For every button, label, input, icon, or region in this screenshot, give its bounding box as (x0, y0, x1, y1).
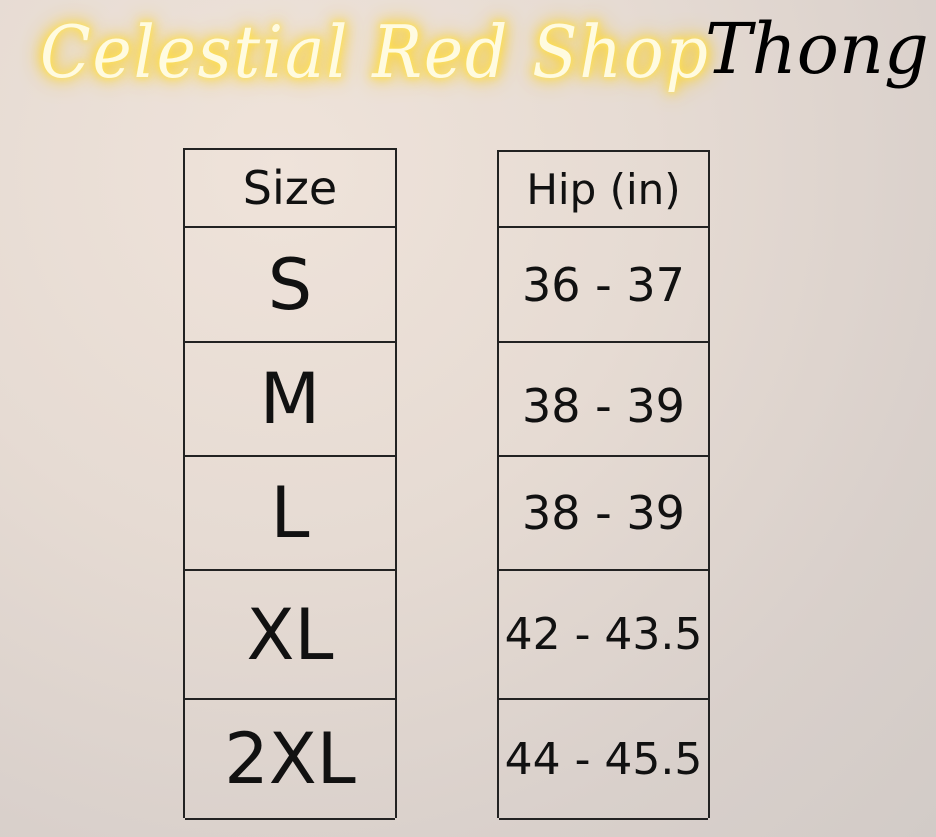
size-column: Size S M L XL 2XL (183, 148, 397, 820)
hip-cell: 38 - 39 (499, 455, 708, 569)
size-text: 2XL (224, 718, 356, 800)
size-text: M (259, 358, 321, 440)
size-cell: M (185, 341, 395, 455)
product-title: Thong (705, 8, 929, 90)
size-text: XL (246, 593, 334, 676)
hip-cell: 36 - 37 (499, 226, 708, 341)
hip-cell: 38 - 39 (499, 341, 708, 453)
hip-text: 36 - 37 (522, 257, 685, 312)
size-header: Size (185, 148, 395, 226)
hip-column: Hip (in) 36 - 37 38 - 39 38 - 39 42 - 43… (497, 150, 710, 820)
hip-header: Hip (in) (499, 150, 708, 226)
hip-header-text: Hip (in) (526, 164, 681, 214)
size-header-text: Size (242, 161, 338, 215)
size-text: L (270, 472, 310, 554)
size-text: S (267, 243, 313, 326)
hip-text: 38 - 39 (522, 379, 685, 433)
hip-cell: 42 - 43.5 (499, 569, 708, 698)
size-cell: S (185, 226, 395, 341)
size-cell: XL (185, 569, 395, 698)
hip-text: 38 - 39 (522, 486, 685, 540)
size-cell: 2XL (185, 698, 395, 820)
hip-text: 42 - 43.5 (504, 609, 703, 660)
hip-cell: 44 - 45.5 (499, 698, 708, 820)
shop-name: Celestial Red Shop (40, 10, 710, 94)
size-cell: L (185, 455, 395, 569)
hip-text: 44 - 45.5 (504, 733, 703, 785)
